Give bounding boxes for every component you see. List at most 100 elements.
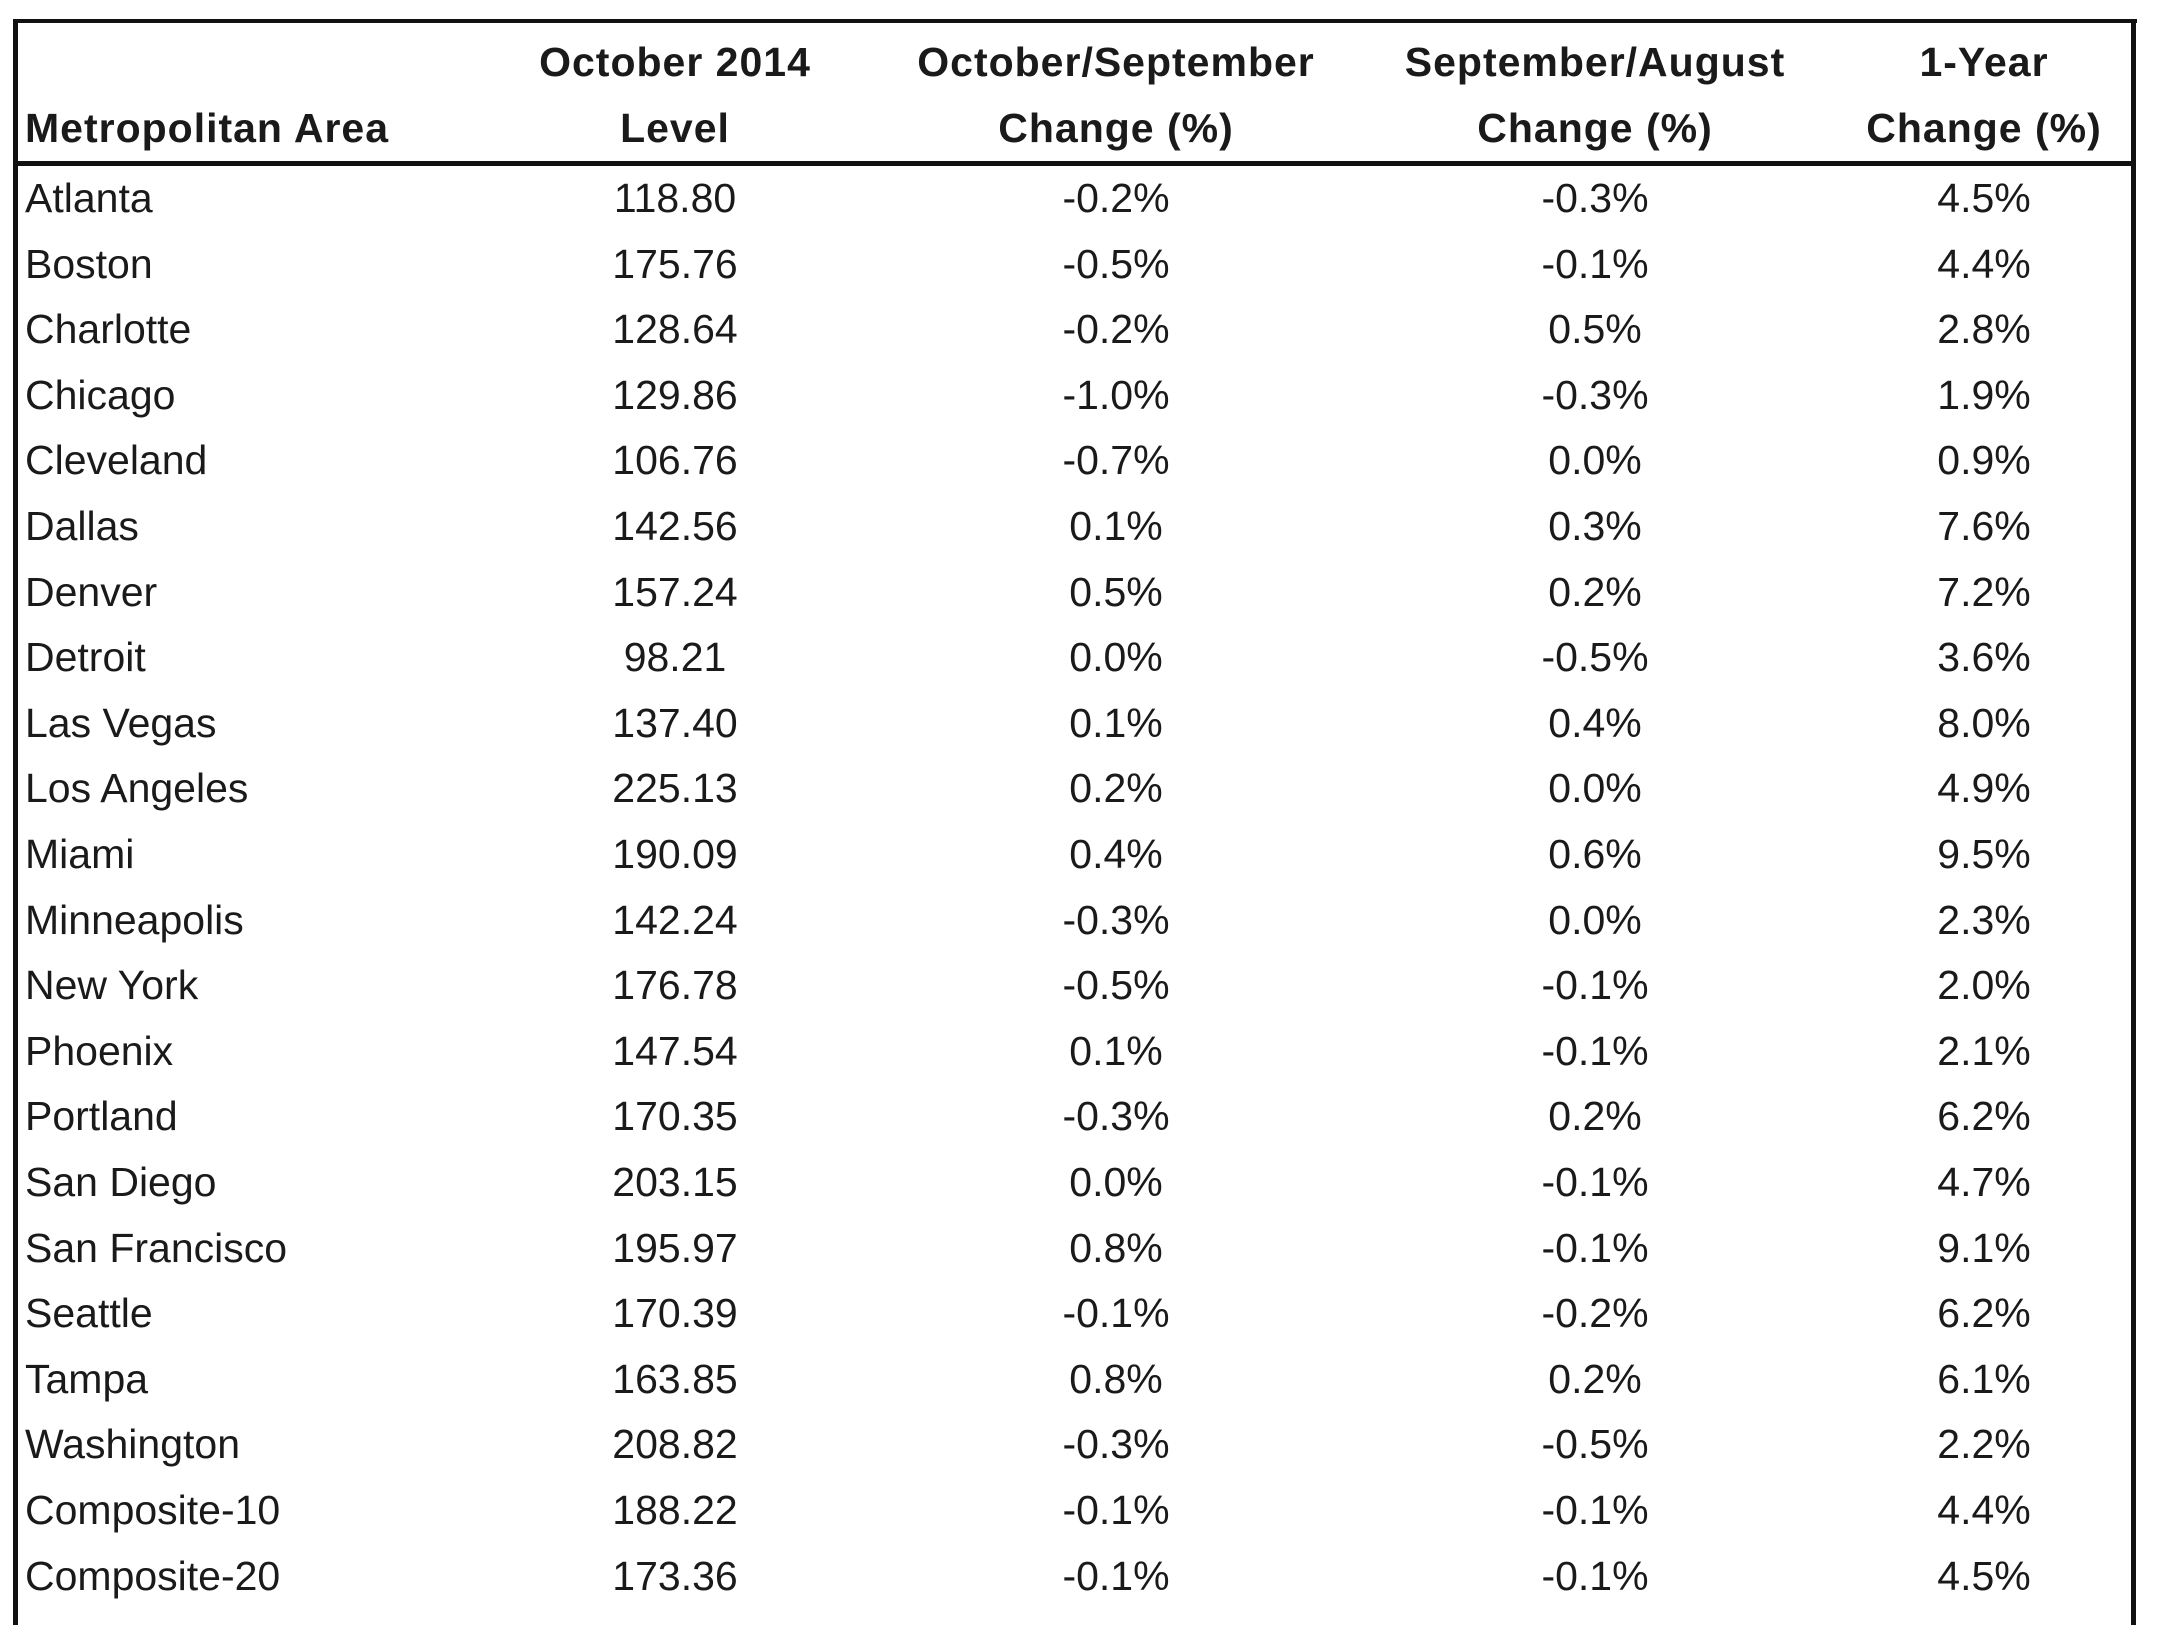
cell-value: 4.4% [1937, 240, 2031, 287]
cell-value: 0.3% [1548, 503, 1642, 549]
cell-value: -1.0% [1062, 371, 1170, 418]
cell-value: 225.13 [612, 765, 738, 812]
cell-value: 9.5% [1937, 831, 2031, 877]
row-label: Tampa [25, 1355, 149, 1402]
cell-value: 106.76 [612, 437, 738, 484]
cell-value: 2.0% [1937, 962, 2031, 1009]
row-label: Minneapolis [25, 896, 244, 943]
row-label: Washington [25, 1421, 240, 1468]
table-border-top [14, 19, 2137, 23]
cell-value: -0.1% [1541, 1224, 1649, 1271]
cell-value: -0.3% [1062, 896, 1170, 943]
cell-value: 9.1% [1937, 1224, 2031, 1271]
cell-value: 6.1% [1937, 1355, 2031, 1402]
cell-value: 3.6% [1937, 634, 2031, 681]
row-label: Phoenix [25, 1027, 174, 1074]
cell-value: 2.1% [1937, 1027, 2031, 1074]
cell-value: 2.3% [1937, 896, 2031, 943]
cell-value: -0.1% [1541, 1487, 1649, 1533]
cell-value: -0.7% [1062, 437, 1170, 484]
column-header: October/September [917, 39, 1315, 85]
cell-value: 4.8% [1937, 1617, 2030, 1625]
cell-value: 0.0% [1069, 1159, 1163, 1205]
row-label: Portland [25, 1093, 178, 1140]
column-header: Change (%) [1477, 105, 1713, 151]
header-rule [14, 161, 2134, 166]
cell-value: -0.3% [1541, 371, 1649, 418]
row-label: Detroit [25, 634, 146, 681]
cell-value: 176.78 [612, 962, 738, 1009]
row-label: San Francisco [25, 1224, 288, 1271]
cell-value: 137.40 [612, 699, 738, 746]
cell-value: 170.39 [612, 1290, 738, 1337]
cell-value: 0.1% [1069, 699, 1163, 746]
cell-value: 0.2% [1548, 1355, 1642, 1402]
column-header: September/August [1404, 39, 1786, 85]
cell-value: -0.5% [1541, 1421, 1649, 1468]
cell-value: 6.2% [1937, 1290, 2031, 1337]
column-header: 1-Year [1919, 39, 2049, 85]
row-label: Denver [25, 568, 158, 615]
cell-value: 129.86 [612, 371, 738, 418]
cell-value: 163.85 [612, 1355, 738, 1402]
cell-value: -0.5% [1062, 240, 1170, 287]
row-label: Charlotte [25, 306, 192, 353]
cell-value: 188.22 [612, 1487, 738, 1533]
cell-value: 0.2% [1069, 765, 1163, 812]
cell-value: 0.4% [1548, 699, 1642, 746]
cell-value: -0.0% [1062, 1617, 1169, 1625]
cell-value: 208.82 [612, 1421, 738, 1468]
cell-value: -0.5% [1062, 962, 1170, 1009]
cell-value: 0.9% [1937, 437, 2031, 484]
column-header: Change (%) [1866, 105, 2102, 151]
cell-value: 4.5% [1937, 175, 2031, 221]
cell-value: 147.54 [612, 1027, 738, 1074]
cell-value: 0.2% [1548, 568, 1642, 615]
row-label: U.S. National [25, 1617, 267, 1625]
cell-value: -0.2% [1062, 175, 1170, 221]
cell-value: 4.9% [1937, 765, 2031, 812]
cell-value: 195.97 [612, 1224, 738, 1271]
cell-value: 4.4% [1937, 1487, 2031, 1533]
cell-value: 142.56 [612, 503, 738, 549]
cell-value: -0.1% [1541, 240, 1649, 287]
cell-value: 0.0% [1548, 437, 1642, 484]
cell-value: 1.9% [1937, 371, 2031, 418]
table-border-left [13, 19, 18, 1625]
cell-value: -0.1% [1062, 1487, 1170, 1533]
cell-value: 7.2% [1937, 568, 2031, 615]
table-border-right [2131, 19, 2136, 1625]
column-header: Change (%) [998, 105, 1234, 151]
row-label: New York [25, 962, 199, 1009]
cell-value: 170.35 [612, 1093, 738, 1140]
cell-value: 0.4% [1069, 831, 1163, 877]
cell-value: -0.3% [1062, 1421, 1170, 1468]
cell-value: 0.5% [1069, 568, 1163, 615]
cell-value: 173.36 [612, 1552, 738, 1599]
cell-value: 0.1% [1069, 1027, 1163, 1074]
cell-value: 0.0% [1548, 896, 1642, 943]
cell-value: -0.1% [1541, 1159, 1649, 1205]
cell-value: 0.8% [1069, 1224, 1163, 1271]
cell-value: -0.1% [1541, 1617, 1648, 1625]
row-label: Los Angeles [25, 765, 249, 812]
row-label: Miami [25, 831, 135, 877]
row-label: Boston [25, 240, 153, 287]
cell-value: 2.2% [1937, 1421, 2031, 1468]
cell-value: 128.64 [612, 306, 738, 353]
cell-value: 4.7% [1937, 1159, 2031, 1205]
cell-value: -0.1% [1541, 1552, 1649, 1599]
column-header: Metropolitan Area [25, 105, 390, 151]
cell-value: 7.6% [1937, 503, 2031, 549]
cell-value: 118.80 [613, 175, 737, 221]
row-label: Cleveland [25, 437, 208, 484]
cell-value: -0.3% [1062, 1093, 1170, 1140]
cell-value: 0.8% [1069, 1355, 1163, 1402]
cell-value: -0.2% [1541, 1290, 1649, 1337]
row-label: Atlanta [25, 175, 153, 221]
cell-value: 0.6% [1548, 831, 1642, 877]
row-label: Chicago [25, 371, 176, 418]
row-label: Composite-20 [25, 1552, 281, 1599]
cell-value: 0.5% [1548, 306, 1642, 353]
